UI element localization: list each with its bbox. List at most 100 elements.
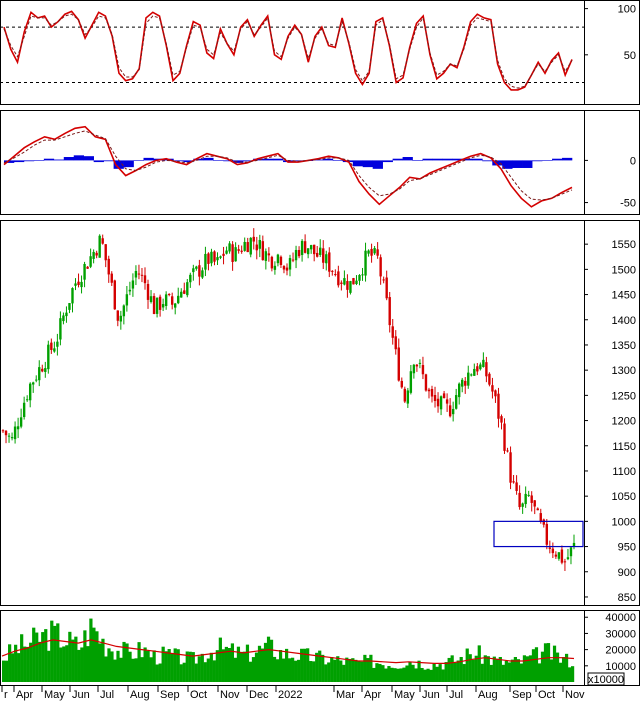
candle-body — [204, 253, 207, 270]
x-tick-label: Aug — [130, 689, 150, 701]
volume-bar — [176, 649, 180, 682]
candle-body — [421, 365, 425, 375]
y-tick-label: 50 — [624, 50, 636, 62]
candle-body — [83, 263, 86, 280]
volume-bar — [300, 648, 304, 682]
volume-bar — [281, 658, 286, 682]
volume-bar — [546, 643, 551, 682]
candle-body — [273, 265, 277, 270]
volume-bar — [284, 648, 289, 682]
candle-body — [470, 374, 473, 376]
macd-series-line — [3, 130, 573, 201]
volume-bar — [342, 664, 346, 682]
candle-body — [210, 251, 213, 264]
x-tick-label: Sep — [512, 689, 532, 701]
volume-bar — [432, 663, 436, 682]
candle-body — [116, 310, 120, 321]
candle-body — [409, 371, 413, 393]
volume-bar — [528, 655, 533, 682]
histogram-bar — [502, 160, 513, 169]
candle-body — [433, 395, 437, 402]
volume-bar — [71, 639, 75, 682]
candle-body — [131, 280, 135, 289]
histogram-bar — [243, 160, 254, 162]
candle-body — [195, 266, 198, 269]
volume-bar — [549, 659, 554, 682]
candle-body — [270, 256, 274, 269]
candle-body — [331, 270, 334, 272]
volume-bar — [200, 653, 204, 682]
candle-body — [406, 390, 410, 404]
candle-body — [482, 359, 485, 367]
volume-bar — [8, 644, 12, 682]
volume-bar — [324, 664, 328, 682]
volume-unit-label: x10000 — [588, 674, 624, 686]
volume-bar — [540, 651, 545, 682]
volume-bar — [522, 655, 527, 682]
x-tick-label: Apr — [364, 689, 381, 701]
candle-body — [119, 315, 123, 322]
volume-bar — [41, 632, 45, 682]
histogram-bar — [542, 160, 553, 161]
x-tick-label: Oct — [190, 689, 207, 701]
volume-bar — [53, 625, 57, 682]
volume-bar — [456, 660, 460, 682]
volume-average-line — [1, 639, 575, 664]
volume-bar — [480, 663, 484, 682]
histogram-bar — [402, 157, 413, 161]
volume-bar — [137, 642, 141, 682]
volume-bar — [366, 658, 370, 682]
histogram-bar — [203, 157, 214, 161]
candle-body — [319, 247, 322, 255]
volume-bar — [257, 645, 262, 682]
volume-bar — [158, 663, 162, 682]
candle-body — [312, 244, 316, 255]
candle-body — [364, 250, 367, 276]
candle-body — [282, 266, 286, 270]
volume-bar — [348, 658, 352, 682]
volume-bar — [498, 657, 502, 682]
candle-body — [74, 283, 77, 286]
volume-bar — [543, 643, 548, 682]
histogram-bar — [522, 160, 533, 168]
volume-bar — [330, 657, 334, 682]
candle-body — [22, 402, 26, 418]
volume-bar — [291, 657, 295, 682]
volume-bar — [318, 650, 322, 682]
candle-body — [518, 492, 521, 508]
volume-bar — [399, 668, 403, 682]
volume-bar — [95, 631, 99, 682]
volume-bar — [116, 650, 120, 682]
histogram-bar — [4, 160, 15, 163]
y-tick-label: 1200 — [612, 416, 636, 428]
histogram-bar — [143, 157, 154, 161]
volume-bar — [483, 655, 487, 682]
candle-body — [512, 481, 515, 483]
volume-bar — [170, 653, 174, 682]
volume-bar — [474, 655, 478, 682]
candle-body — [461, 379, 464, 387]
candle-body — [424, 374, 428, 391]
volume-bar — [351, 658, 355, 682]
volume-bar — [122, 641, 126, 682]
candle-body — [4, 430, 8, 436]
candle-body — [572, 542, 576, 547]
candle-body — [382, 279, 385, 281]
candle-body — [198, 265, 201, 277]
candle-body — [346, 281, 349, 290]
candle-body — [255, 244, 258, 251]
volume-bar — [360, 661, 364, 682]
histogram-bar — [33, 160, 45, 161]
candle-body — [533, 500, 536, 507]
candle-body — [183, 290, 186, 294]
volume-bar — [119, 657, 123, 682]
volume-bar — [17, 653, 21, 682]
histogram-bar — [223, 160, 234, 162]
candle-body — [288, 258, 292, 270]
volume-bar — [89, 618, 93, 682]
volume-bar — [306, 648, 310, 682]
x-tick-label: Jul — [449, 689, 463, 701]
volume-bar — [215, 650, 219, 682]
candle-body — [476, 366, 479, 372]
histogram-bar — [372, 160, 383, 169]
